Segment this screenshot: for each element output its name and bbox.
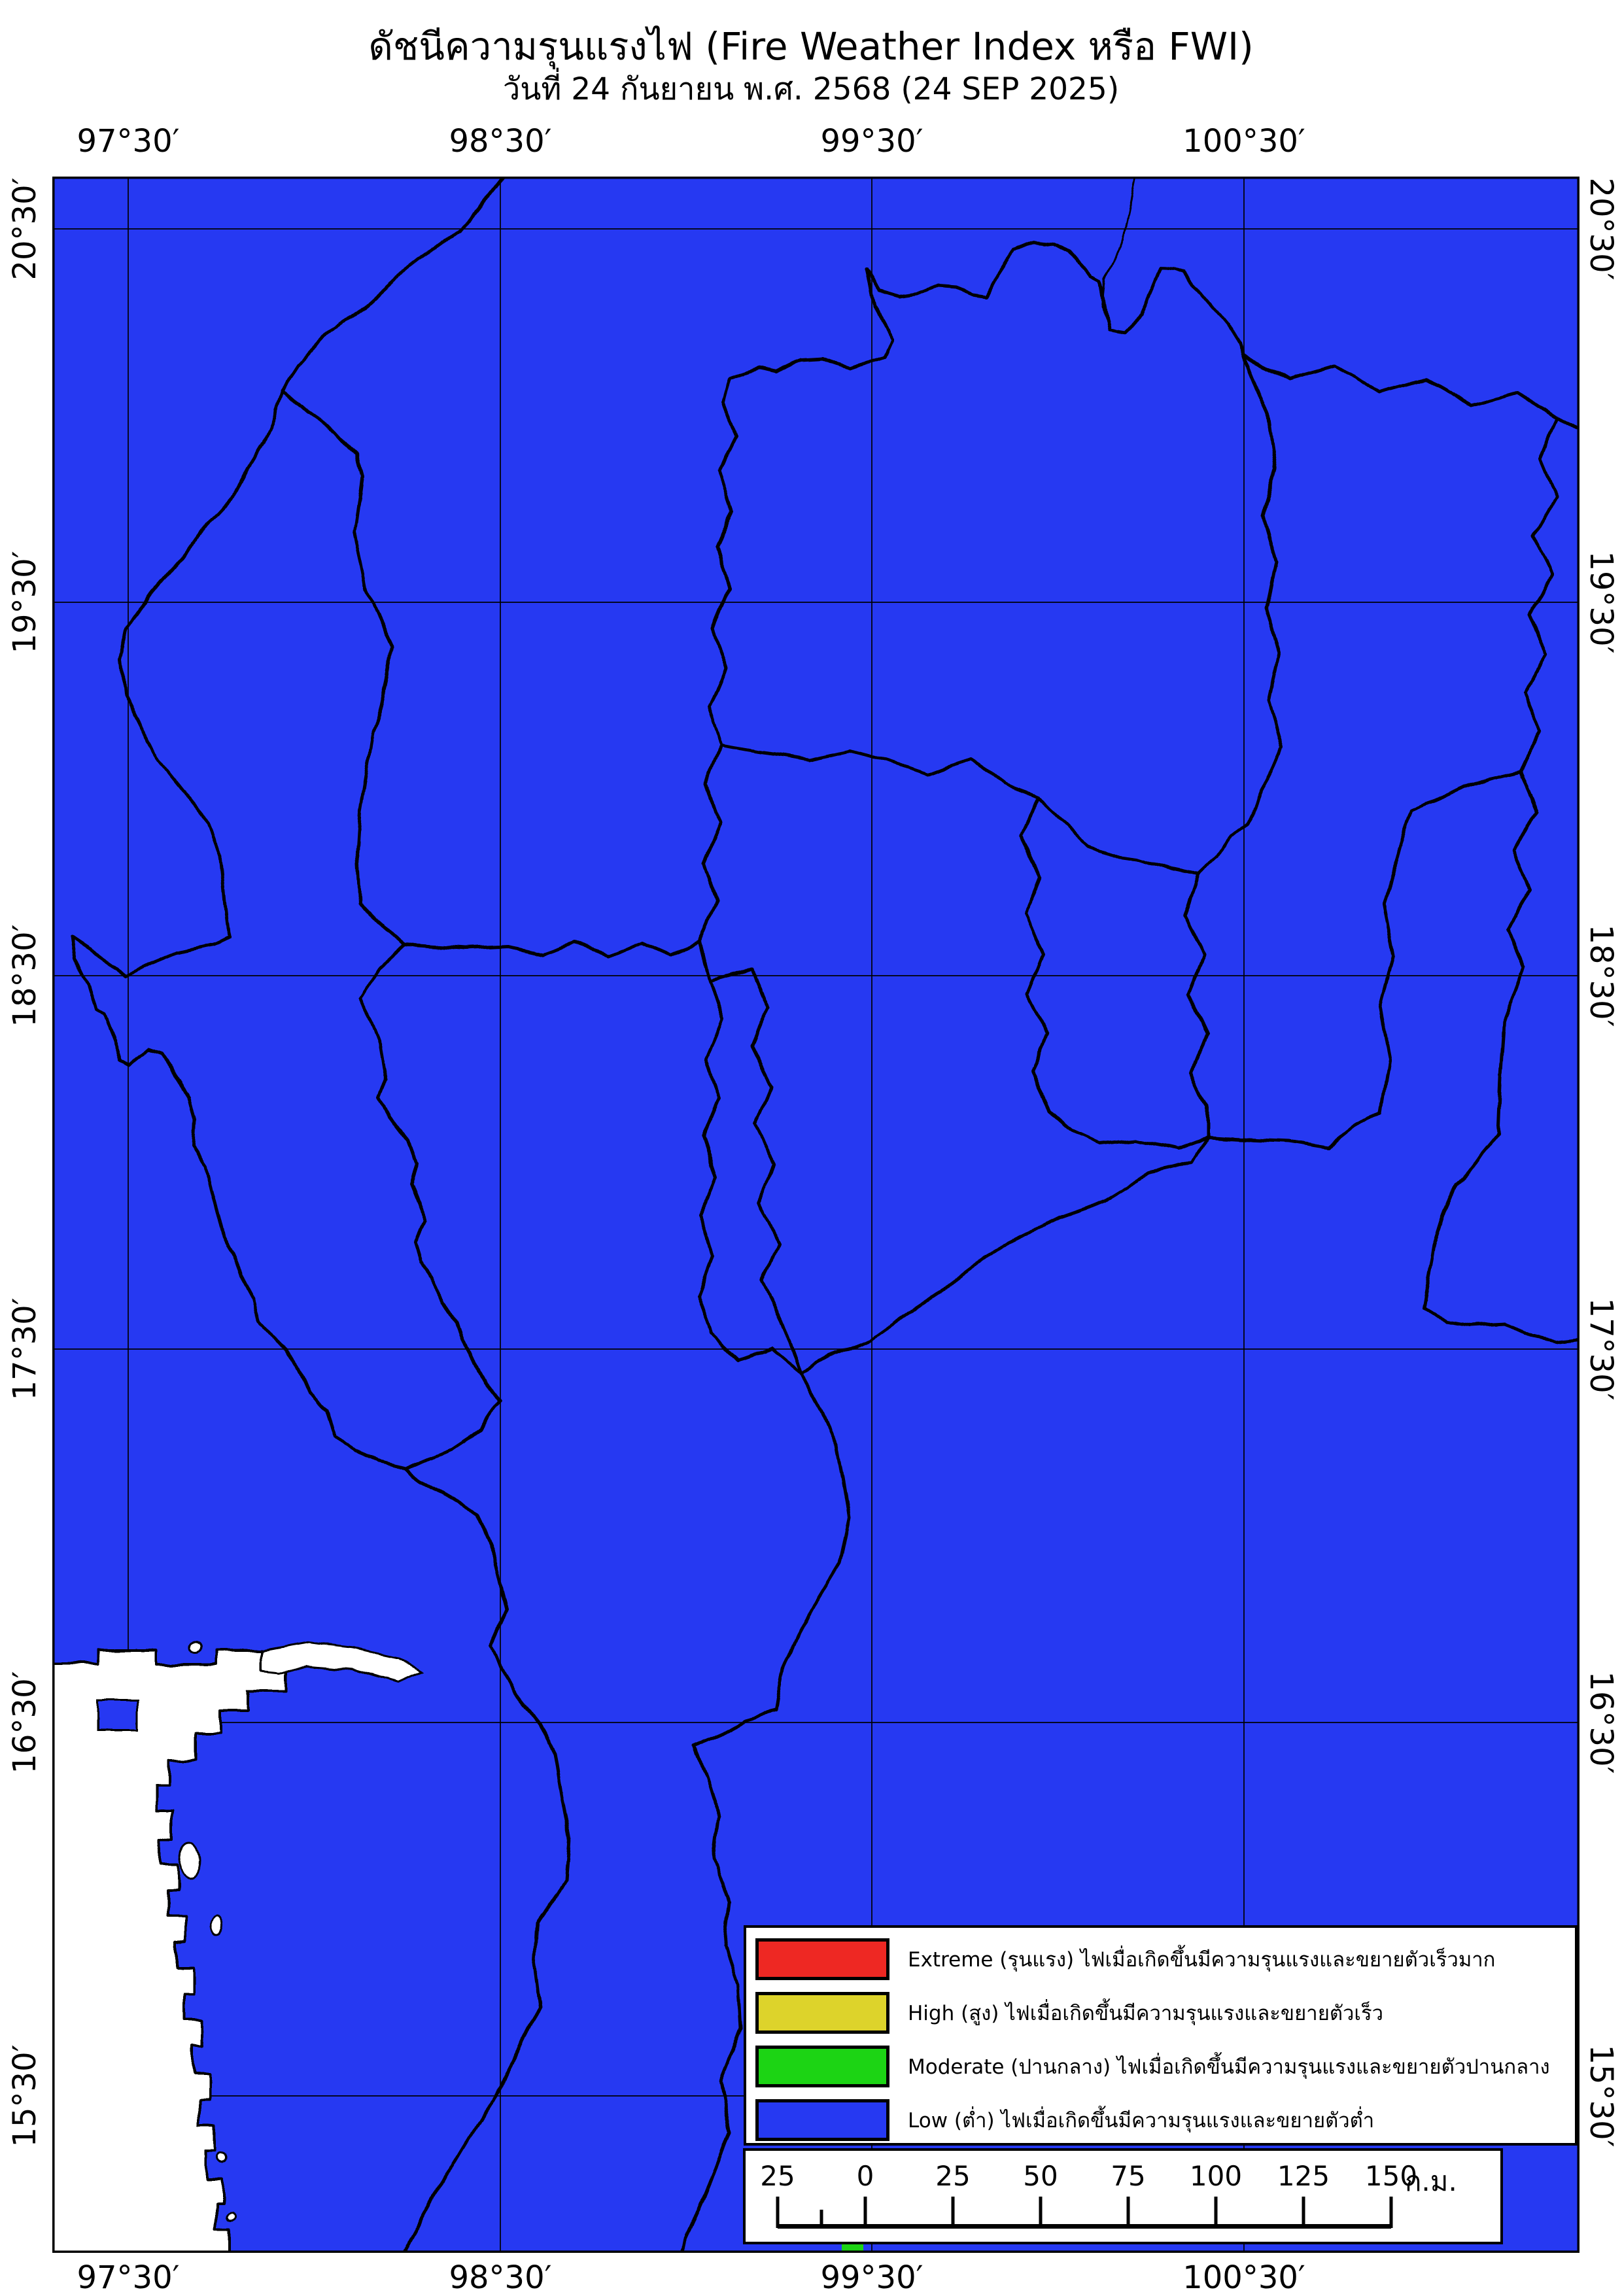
- lon-label-bottom-100-30: 100°30′: [1182, 2259, 1305, 2296]
- legend-item-low: Low (ต่ำ) ไฟเมื่อเกิดขึ้นมีความรุนแรงและ…: [746, 2099, 1575, 2141]
- scalebar-tick: [776, 2197, 780, 2228]
- lon-label-top-99-30: 99°30′: [820, 123, 923, 160]
- legend-label-low: Low (ต่ำ) ไฟเมื่อเกิดขึ้นมีความรุนแรงและ…: [908, 2109, 1375, 2133]
- legend-item-extreme: Extreme (รุนแรง) ไฟเมื่อเกิดขึ้นมีความรุ…: [746, 1938, 1575, 1980]
- fwi-low-raster: [52, 177, 1579, 2253]
- lat-label-left-15-30: 15°30′: [7, 2044, 43, 2148]
- islet: [190, 1641, 203, 1654]
- scalebar-tick-minor: [820, 2210, 823, 2228]
- border-chiangmai-east-tak: [678, 270, 893, 2253]
- lat-label-left-18-30: 18°30′: [7, 924, 43, 1027]
- lon-label-top-98-30: 98°30′: [449, 123, 552, 160]
- islet: [216, 2152, 228, 2164]
- scalebar-label: 150: [1364, 2160, 1418, 2192]
- border-lamphun-lampang: [708, 967, 803, 1375]
- scalebar-label: 0: [856, 2160, 874, 2192]
- scalebar-label: 75: [1111, 2160, 1146, 2192]
- map-subtitle: วันที่ 24 กันยายน พ.ศ. 2568 (24 SEP 2025…: [502, 71, 1120, 107]
- border-phayao-nan: [1197, 789, 1264, 877]
- sea-area: [52, 1641, 424, 2253]
- lat-label-left-19-30: 19°30′: [7, 551, 43, 654]
- map-canvas: [52, 177, 1579, 2253]
- scalebar-tick: [1214, 2197, 1218, 2228]
- lon-label-bottom-97-30: 97°30′: [77, 2259, 180, 2296]
- scalebar-label: 50: [1023, 2160, 1058, 2192]
- legend-swatch-high: [755, 1992, 889, 2034]
- scalebar-label: 100: [1189, 2160, 1243, 2192]
- scalebar-tick: [951, 2197, 955, 2228]
- lat-label-right-16-30: 16°30′: [1583, 1671, 1619, 1774]
- coastal-cell: [97, 1699, 139, 1731]
- islet: [225, 2213, 235, 2223]
- lat-label-right-18-30: 18°30′: [1583, 924, 1619, 1027]
- lon-label-bottom-98-30: 98°30′: [449, 2259, 552, 2296]
- scalebar-tick: [1389, 2197, 1393, 2228]
- lat-label-left-20-30: 20°30′: [7, 177, 43, 281]
- scalebar-tick: [1302, 2197, 1305, 2228]
- legend-swatch-low: [755, 2099, 889, 2141]
- scalebar-unit: ก.ม.: [1405, 2165, 1457, 2197]
- legend-label-moderate: Moderate (ปานกลาง) ไฟเมื่อเกิดขึ้นมีความ…: [908, 2055, 1550, 2079]
- border-chiangrai-laos: [1241, 354, 1579, 434]
- border-nan-uttaradit: [1378, 770, 1521, 1114]
- legend-label-extreme: Extreme (รุนแรง) ไฟเมื่อเกิดขึ้นมีความรุ…: [908, 1948, 1496, 1972]
- lat-label-right-17-30: 17°30′: [1583, 1297, 1619, 1401]
- fwi-moderate-cell: [842, 2243, 863, 2251]
- lat-label-right-19-30: 19°30′: [1583, 551, 1619, 654]
- legend-box: Extreme (รุนแรง) ไฟเมื่อเกิดขึ้นมีความรุ…: [744, 1925, 1578, 2146]
- scalebar-box: 25 0 25 50 75 100 125 150 ก.ม.: [743, 2148, 1503, 2244]
- lon-label-top-100-30: 100°30′: [1182, 123, 1305, 160]
- legend-item-high: High (สูง) ไฟเมื่อเกิดขึ้นมีความรุนแรงแล…: [746, 1992, 1575, 2034]
- scalebar-label: 25: [935, 2160, 971, 2192]
- border-maehongson-chiangmai: [281, 388, 501, 1470]
- island: [178, 1841, 201, 1880]
- border-chiangmai-lamphun-north: [402, 940, 702, 958]
- island: [211, 1914, 225, 1938]
- lat-label-right-20-30: 20°30′: [1583, 177, 1619, 281]
- scalebar-tick: [1126, 2197, 1130, 2228]
- scalebar-label: 125: [1277, 2160, 1330, 2192]
- scalebar-tick: [1039, 2197, 1043, 2228]
- map-title: ดัชนีความรุนแรงไฟ (Fire Weather Index หร…: [368, 24, 1254, 69]
- graticule: [52, 177, 1579, 2253]
- lat-label-left-16-30: 16°30′: [7, 1671, 43, 1774]
- border-nan-laos: [1421, 417, 1579, 1343]
- legend-label-high: High (สูง) ไฟเมื่อเกิดขึ้นมีความรุนแรงแล…: [908, 2002, 1384, 2025]
- province-boundaries: [69, 177, 1579, 2253]
- legend-item-moderate: Moderate (ปานกลาง) ไฟเมื่อเกิดขึ้นมีความ…: [746, 2046, 1575, 2087]
- scalebar-bar: [778, 2224, 1391, 2229]
- scalebar-tick: [863, 2197, 867, 2228]
- estuary-channel: [260, 1641, 424, 1683]
- border-myanmar-west: [69, 177, 572, 2253]
- lat-label-left-17-30: 17°30′: [7, 1297, 43, 1401]
- lon-label-bottom-99-30: 99°30′: [820, 2259, 923, 2296]
- legend-swatch-extreme: [755, 1938, 889, 1980]
- legend-swatch-moderate: [755, 2046, 889, 2087]
- border-lampang-chiangrai: [721, 744, 1201, 877]
- lat-label-right-15-30: 15°30′: [1583, 2044, 1619, 2148]
- border-national-north: [1101, 177, 1137, 330]
- border-phrae-lampang: [1020, 796, 1209, 1150]
- scalebar-label: 25: [760, 2160, 795, 2192]
- lon-label-top-97-30: 97°30′: [77, 123, 180, 160]
- border-lampang-south-chain: [799, 1110, 1383, 1375]
- border-phrae-nan: [1183, 873, 1209, 1139]
- border-chiangrai-outline: [864, 240, 1284, 793]
